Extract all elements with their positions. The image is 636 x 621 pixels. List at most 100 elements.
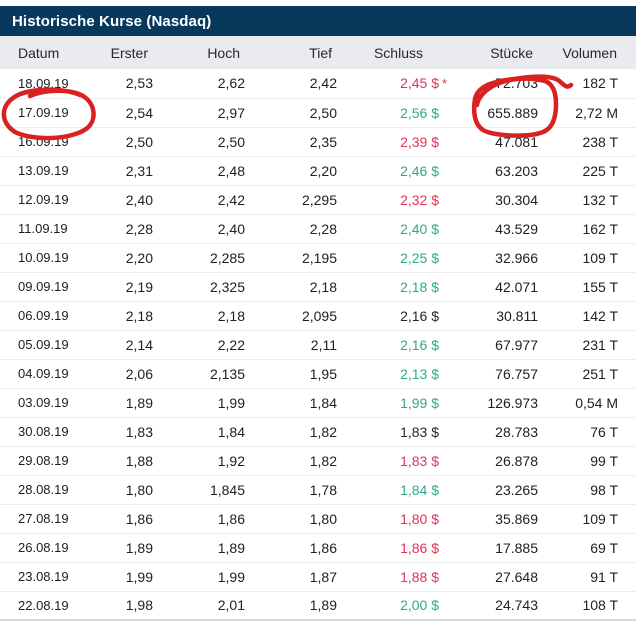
cell-schluss: 2,25 $ [339,243,449,273]
cell-erster: 1,88 [110,446,155,476]
cell-stuecke: 63.203 [449,156,540,186]
table-row: 05.09.19 2,14 2,22 2,11 2,16 $ 67.977 231 T [0,330,636,360]
schluss-value: 2,40 $ [400,220,439,237]
cell-volumen: 108 T [540,591,636,621]
cell-tief: 1,80 [247,504,339,534]
cell-hoch: 2,97 [155,98,247,128]
cell-volumen: 0,54 M [540,388,636,418]
schluss-value: 2,25 $ [400,249,439,266]
cell-volumen: 132 T [540,185,636,215]
schluss-value: 2,16 $ [400,336,439,353]
cell-erster: 1,89 [110,388,155,418]
table-row: 27.08.19 1,86 1,86 1,80 1,80 $35.869 109 T [0,504,636,534]
cell-tief: 1,84 [247,388,339,418]
schluss-value: 2,13 $ [400,365,439,382]
cell-schluss: 1,84 $ [339,475,449,505]
cell-hoch: 2,50 [155,127,247,157]
cell-datum: 13.09.19 [0,156,110,186]
table-row: 04.09.19 2,06 2,135 1,95 2,13 $ 76.757 251 T [0,359,636,389]
cell-tief: 1,78 [247,475,339,505]
cell-hoch: 1,89 [155,533,247,563]
historical-prices-table: Datum Erster Hoch Tief Schluss Stücke Vo… [0,36,636,621]
cell-tief: 2,195 [247,243,339,273]
table-row: 26.08.19 1,89 1,89 1,86 1,86 $17.885 69 T [0,533,636,563]
cell-tief: 1,89 [247,591,339,621]
cell-erster: 2,53 [110,69,155,99]
cell-schluss: 1,83 $ [339,417,449,447]
cell-tief: 1,87 [247,562,339,592]
schluss-value: 1,86 $ [400,539,439,556]
cell-datum: 26.08.19 [0,533,110,563]
widget-title: Historische Kurse (Nasdaq) [12,12,212,30]
column-header-erster: Erster [110,36,155,69]
cell-hoch: 1,84 [155,417,247,447]
cell-stuecke: 35.869 [449,504,540,534]
cell-hoch: 1,92 [155,446,247,476]
table-row: 09.09.19 2,19 2,325 2,18 2,18 $ 42.071 155 T [0,272,636,302]
cell-erster: 2,28 [110,214,155,244]
schluss-value: 1,83 $ [400,423,439,440]
cell-volumen: 109 T [540,504,636,534]
cell-datum: 28.08.19 [0,475,110,505]
schluss-value: 1,88 $ [400,568,439,585]
cell-erster: 1,80 [110,475,155,505]
cell-erster: 1,99 [110,562,155,592]
cell-hoch: 2,62 [155,69,247,99]
cell-erster: 2,19 [110,272,155,302]
schluss-value: 2,45 $ [400,75,439,92]
cell-schluss: 2,45 $ * [339,69,449,99]
cell-schluss: 2,18 $ [339,272,449,302]
cell-datum: 18.09.19 [0,69,110,99]
cell-datum: 12.09.19 [0,185,110,215]
table-row: 06.09.19 2,18 2,18 2,095 2,16 $30.811 142 T [0,301,636,331]
cell-volumen: 69 T [540,533,636,563]
cell-stuecke: 30.811 [449,301,540,331]
cell-datum: 30.08.19 [0,417,110,447]
cell-hoch: 2,42 [155,185,247,215]
cell-schluss: 2,46 $ [339,156,449,186]
footnote-asterisk: * [441,75,447,91]
cell-volumen: 225 T [540,156,636,186]
table-row: 11.09.19 2,28 2,40 2,28 2,40 $43.529 162 T [0,214,636,244]
cell-schluss: 2,32 $ [339,185,449,215]
cell-tief: 2,35 [247,127,339,157]
cell-datum: 17.09.19 [0,98,110,128]
schluss-value: 2,32 $ [400,191,439,208]
cell-hoch: 2,135 [155,359,247,389]
cell-erster: 1,98 [110,591,155,621]
cell-stuecke: 32.966 [449,243,540,273]
cell-hoch: 1,86 [155,504,247,534]
cell-datum: 16.09.19 [0,127,110,157]
cell-erster: 2,18 [110,301,155,331]
cell-stuecke: 23.265 [449,475,540,505]
cell-datum: 09.09.19 [0,272,110,302]
table-row: 03.09.19 1,89 1,99 1,84 1,99 $ 126.973 0,54 M [0,388,636,418]
table-row: 18.09.19 2,53 2,62 2,42 2,45 $ * 72.703 182 T [0,69,636,99]
cell-hoch: 1,99 [155,388,247,418]
cell-stuecke: 17.885 [449,533,540,563]
cell-datum: 05.09.19 [0,330,110,360]
cell-schluss: 2,16 $ [339,330,449,360]
column-header-volumen: Volumen [540,36,636,69]
cell-schluss: 1,99 $ [339,388,449,418]
schluss-value: 2,00 $ [400,597,439,614]
table-row: 10.09.19 2,20 2,285 2,195 2,25 $ 32.966 109 T [0,243,636,273]
cell-tief: 1,95 [247,359,339,389]
cell-schluss: 2,40 $ [339,214,449,244]
cell-stuecke: 47.081 [449,127,540,157]
cell-stuecke: 27.648 [449,562,540,592]
column-header-schluss: Schluss [339,36,449,69]
schluss-value: 1,84 $ [400,481,439,498]
column-header-stuecke: Stücke [449,36,540,69]
cell-stuecke: 43.529 [449,214,540,244]
cell-tief: 2,50 [247,98,339,128]
cell-stuecke: 28.783 [449,417,540,447]
cell-erster: 1,89 [110,533,155,563]
cell-schluss: 1,83 $ [339,446,449,476]
cell-datum: 04.09.19 [0,359,110,389]
cell-tief: 2,20 [247,156,339,186]
cell-volumen: 142 T [540,301,636,331]
cell-stuecke: 42.071 [449,272,540,302]
cell-hoch: 2,285 [155,243,247,273]
table-header-row: Datum Erster Hoch Tief Schluss Stücke Vo… [0,36,636,69]
